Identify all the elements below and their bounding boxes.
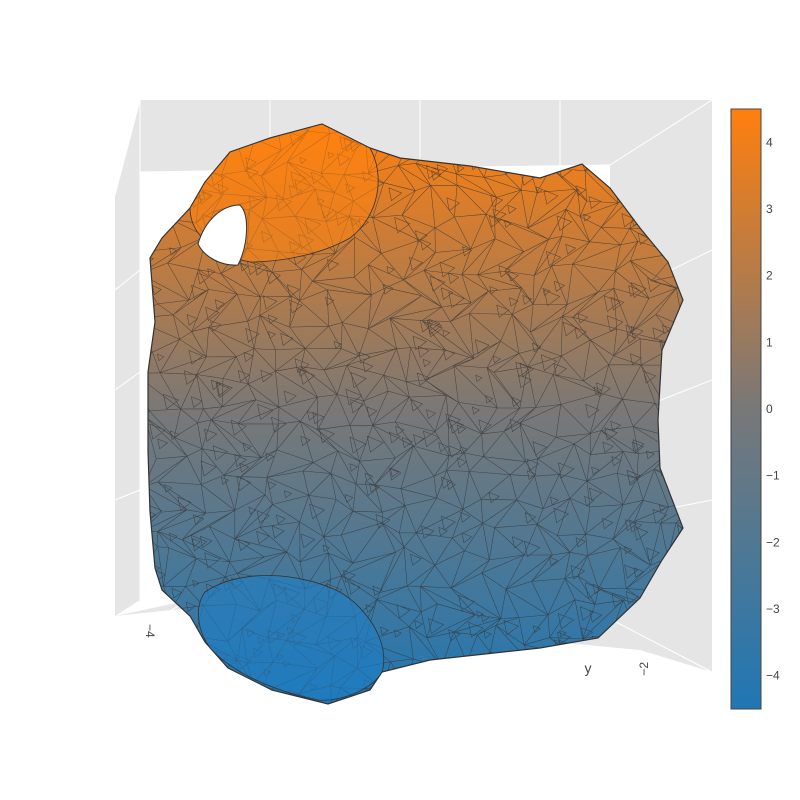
grid-line bbox=[114, 99, 141, 196]
y-axis: −4 −2 y bbox=[143, 624, 651, 676]
colorbar-tick-label: 4 bbox=[766, 135, 773, 149]
y-tick-label: −2 bbox=[637, 662, 651, 676]
grid-line bbox=[114, 371, 141, 391]
colorbar-tick-label: 0 bbox=[766, 402, 773, 416]
colorbar-tick-label: −1 bbox=[766, 469, 780, 483]
colorbar-tick-label: −3 bbox=[766, 602, 780, 616]
colorbar-ticks: 4 3 2 1 0 −1 −2 −3 −4 bbox=[766, 135, 780, 682]
colorbar-tick-label: −2 bbox=[766, 535, 780, 549]
colorbar-gradient bbox=[730, 108, 762, 710]
bottom-opening bbox=[198, 575, 385, 701]
top-hole bbox=[197, 204, 248, 266]
grid-line bbox=[114, 489, 141, 501]
y-tick-label: −4 bbox=[143, 624, 157, 638]
back-wall bbox=[140, 100, 712, 672]
grid-line bbox=[611, 619, 713, 673]
colorbar-tick-label: 2 bbox=[766, 269, 773, 283]
grid-line bbox=[609, 99, 713, 166]
left-wall bbox=[115, 100, 140, 616]
colorbar-tick-label: 1 bbox=[766, 335, 773, 349]
colorbar: 4 3 2 1 0 −1 −2 −3 −4 bbox=[730, 108, 780, 710]
mesh-surface bbox=[147, 123, 684, 705]
y-axis-title: y bbox=[585, 660, 592, 676]
grid-line bbox=[114, 269, 141, 291]
colorbar-tick-label: −4 bbox=[766, 669, 780, 683]
colorbar-tick-label: 3 bbox=[766, 202, 773, 216]
